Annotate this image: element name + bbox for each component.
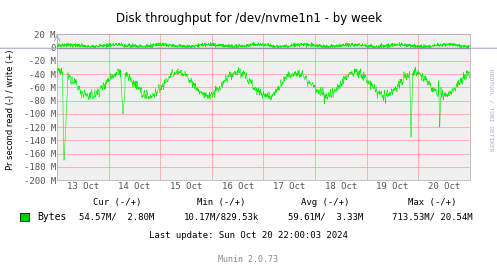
Text: Avg (-/+): Avg (-/+) [301, 198, 350, 207]
Text: Cur (-/+): Cur (-/+) [92, 198, 141, 207]
Text: 10.17M/829.53k: 10.17M/829.53k [183, 213, 259, 222]
Text: 59.61M/  3.33M: 59.61M/ 3.33M [288, 213, 363, 222]
Text: Last update: Sun Oct 20 22:00:03 2024: Last update: Sun Oct 20 22:00:03 2024 [149, 231, 348, 240]
Text: Munin 2.0.73: Munin 2.0.73 [219, 255, 278, 264]
Text: Disk throughput for /dev/nvme1n1 - by week: Disk throughput for /dev/nvme1n1 - by we… [115, 12, 382, 25]
Text: 713.53M/ 20.54M: 713.53M/ 20.54M [392, 213, 473, 222]
Text: Min (-/+): Min (-/+) [197, 198, 246, 207]
Text: Bytes: Bytes [37, 212, 67, 222]
Text: Pr second read (-) / write (+): Pr second read (-) / write (+) [6, 50, 15, 170]
Text: Max (-/+): Max (-/+) [408, 198, 457, 207]
Text: 54.57M/  2.80M: 54.57M/ 2.80M [79, 213, 155, 222]
Text: RRDTOOL / TOBI OETIKER: RRDTOOL / TOBI OETIKER [488, 69, 493, 151]
